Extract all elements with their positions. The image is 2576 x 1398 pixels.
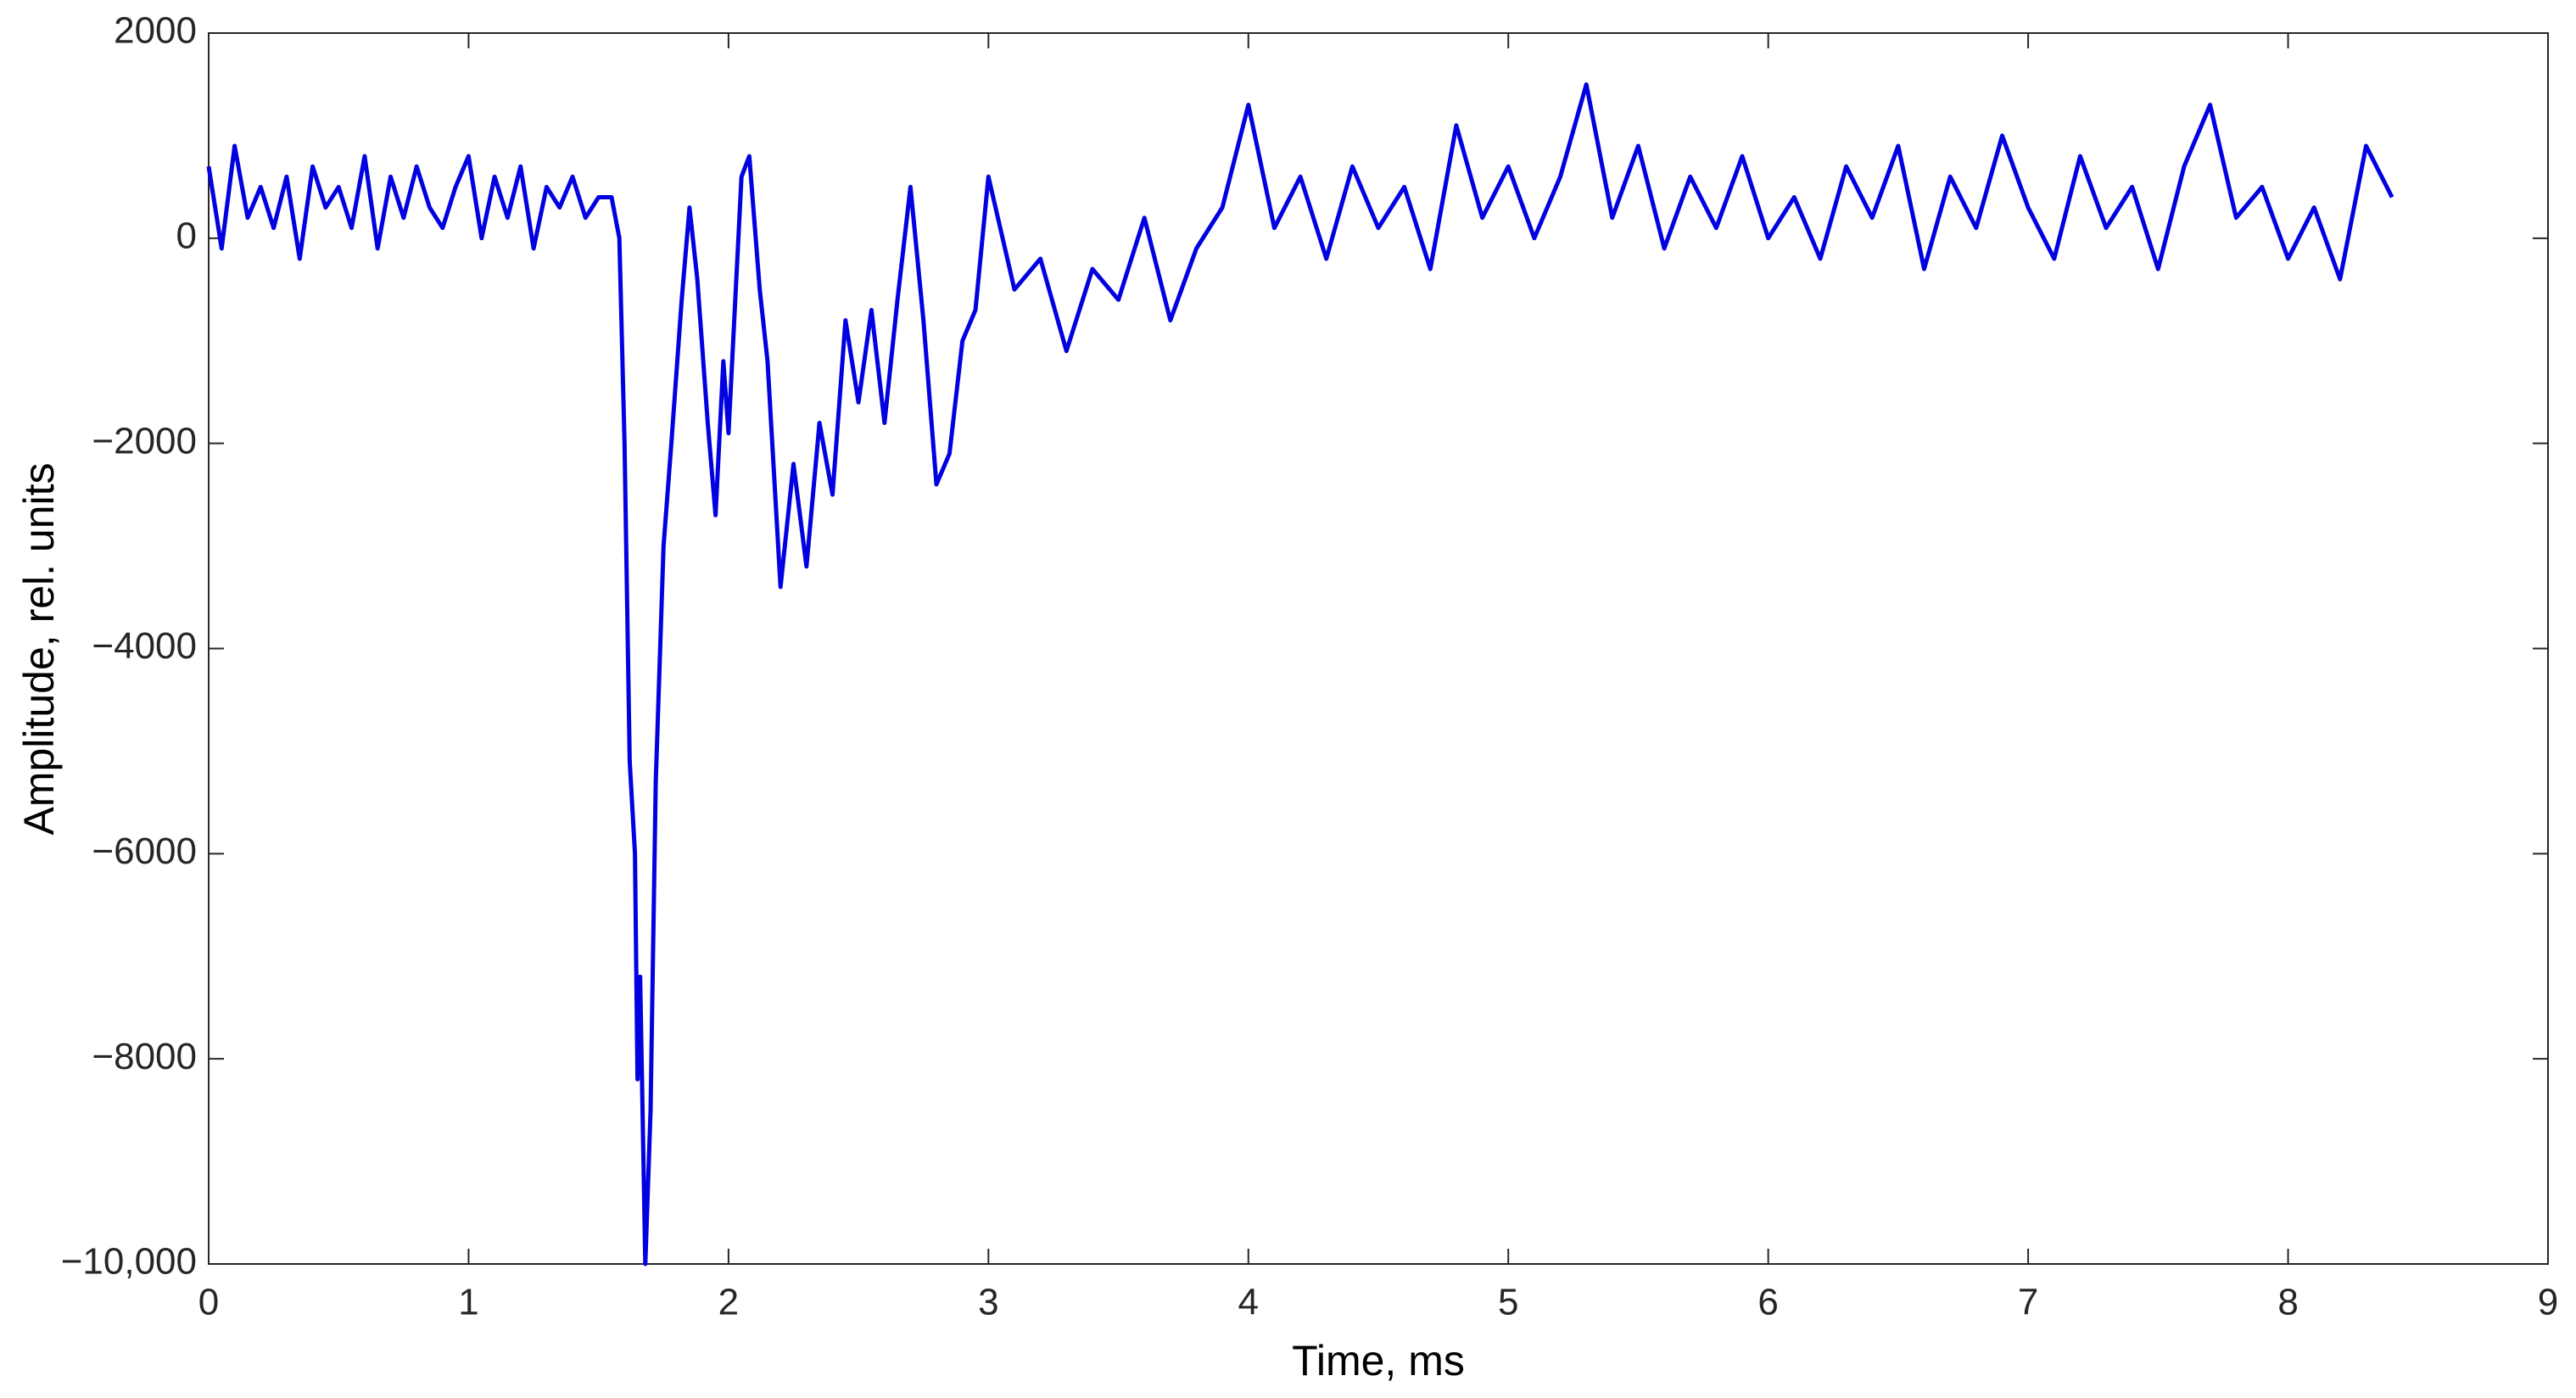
x-tick-label: 8 [2277, 1282, 2298, 1323]
x-tick-label: 5 [1498, 1282, 1518, 1323]
x-tick-label: 0 [198, 1282, 219, 1323]
x-tick-label: 3 [978, 1282, 998, 1323]
y-tick-label: 0 [176, 215, 197, 256]
x-tick-label: 6 [1757, 1282, 1778, 1323]
plot-frame [208, 32, 2549, 1265]
y-tick-label: −10,000 [61, 1241, 197, 1283]
y-tick-label: −4000 [92, 625, 197, 667]
x-axis-label: Time, ms [1292, 1337, 1465, 1384]
y-tick-label: −6000 [92, 830, 197, 872]
x-tick-label: 4 [1238, 1282, 1259, 1323]
y-tick-label: −8000 [92, 1036, 197, 1077]
y-tick-label: −2000 [92, 420, 197, 461]
x-tick-label: 9 [2538, 1282, 2558, 1323]
data-line [206, 82, 2394, 1267]
x-tick-label: 2 [718, 1282, 739, 1323]
x-tick-label: 1 [458, 1282, 478, 1323]
y-tick-label: 2000 [114, 10, 197, 52]
y-axis-label: Amplitude, rel. units [15, 462, 63, 835]
x-tick-label: 7 [2018, 1282, 2038, 1323]
